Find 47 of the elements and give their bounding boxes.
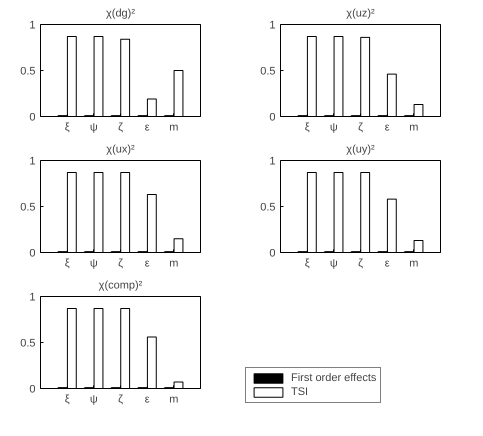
- legend-label: TSI: [291, 386, 310, 398]
- chart-title: χ(dg)²: [106, 8, 136, 20]
- x-tick-label: ψ: [90, 394, 98, 406]
- y-tick-label: 0: [269, 248, 276, 260]
- chart-title: χ(uz)²: [346, 8, 376, 20]
- y-tick-label: 1: [29, 156, 36, 168]
- x-tick-label: ξ: [64, 122, 70, 134]
- chart-title: χ(ux)²: [106, 144, 136, 156]
- y-tick-label: 1: [269, 20, 276, 32]
- y-tick-label: 1: [29, 20, 36, 32]
- x-tick-label: ζ: [358, 122, 364, 134]
- y-tick-label: 0.5: [260, 66, 276, 78]
- y-tick-label: 0: [29, 112, 36, 124]
- y-tick-label: 0.5: [20, 338, 36, 350]
- y-tick-label: 0: [269, 112, 276, 124]
- y-tick-label: 0: [29, 248, 36, 260]
- x-tick-label: m: [169, 258, 178, 270]
- y-tick-label: 1: [29, 292, 36, 304]
- x-tick-label: ξ: [64, 258, 70, 270]
- legend-label: First order effects: [291, 372, 376, 384]
- x-tick-label: ξ: [64, 394, 70, 406]
- x-tick-label: ζ: [118, 258, 124, 270]
- x-tick-label: ψ: [90, 258, 98, 270]
- x-tick-label: m: [169, 122, 178, 134]
- x-tick-label: ξ: [304, 258, 310, 270]
- x-tick-label: ζ: [358, 258, 364, 270]
- x-tick-label: ψ: [90, 122, 98, 134]
- y-tick-label: 1: [269, 156, 276, 168]
- x-tick-label: ζ: [118, 394, 124, 406]
- x-tick-label: ψ: [330, 122, 338, 134]
- y-tick-label: 0: [29, 384, 36, 396]
- x-tick-label: ζ: [118, 122, 124, 134]
- x-tick-label: ψ: [330, 258, 338, 270]
- y-tick-label: 0.5: [260, 202, 276, 214]
- x-tick-label: m: [409, 258, 418, 270]
- x-tick-label: ξ: [304, 122, 310, 134]
- chart-title: χ(uy)²: [346, 144, 376, 156]
- x-tick-label: ε: [384, 258, 390, 270]
- x-tick-label: m: [409, 122, 418, 134]
- x-tick-label: ε: [144, 258, 150, 270]
- y-tick-label: 0.5: [20, 66, 36, 78]
- x-tick-label: ε: [384, 122, 390, 134]
- x-tick-label: m: [169, 394, 178, 406]
- y-tick-label: 0.5: [20, 202, 36, 214]
- x-tick-label: ε: [144, 122, 150, 134]
- x-tick-label: ε: [144, 394, 150, 406]
- chart-title: χ(comp)²: [98, 280, 143, 292]
